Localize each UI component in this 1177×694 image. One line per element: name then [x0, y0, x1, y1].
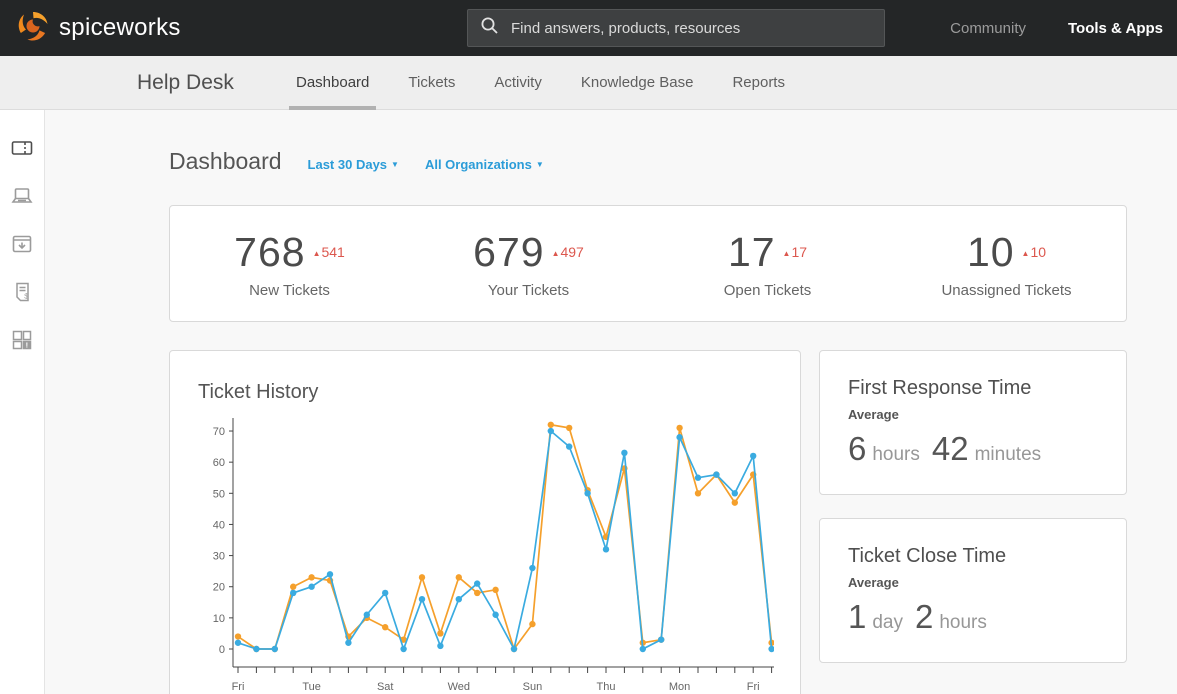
helpdesk-nav: Help Desk Dashboard Tickets Activity Kno…	[0, 56, 1177, 110]
svg-text:$: $	[24, 292, 29, 301]
caret-down-icon: ▼	[391, 160, 399, 169]
svg-text:Tue: Tue	[302, 681, 321, 693]
header-links: Community Tools & Apps	[950, 0, 1163, 56]
svg-text:60: 60	[213, 457, 225, 469]
stat-delta: ▲541	[312, 243, 345, 260]
ticket-history-card: Ticket History 0 10 20 30 40 50 60 70 Fri Tue Sat W…	[169, 350, 801, 694]
triangle-up-icon: ▲	[782, 248, 791, 258]
stat-your-tickets[interactable]: 679 ▲497 Your Tickets	[409, 229, 648, 299]
nav-tabs: Dashboard Tickets Activity Knowledge Bas…	[289, 56, 792, 110]
panel-value: 6 hours 42 minutes	[848, 430, 1042, 467]
caret-down-icon: ▼	[535, 160, 544, 169]
tab-reports[interactable]: Reports	[732, 74, 785, 91]
svg-text:10: 10	[213, 613, 225, 625]
tab-tickets[interactable]: Tickets	[408, 74, 456, 91]
metrics-column: First Response Time Average 6 hours 42 minu…	[819, 350, 1127, 663]
svg-text:0: 0	[219, 644, 225, 656]
svg-text:30: 30	[213, 551, 225, 563]
stat-open-tickets[interactable]: 17 ▲17 Open Tickets	[648, 229, 887, 299]
svg-text:!: !	[26, 341, 29, 350]
stat-new-tickets[interactable]: 768 ▲541 New Tickets	[170, 229, 409, 299]
svg-text:Mon: Mon	[669, 681, 690, 693]
tab-activity[interactable]: Activity	[494, 74, 542, 91]
top-header: spiceworks Community Tools & Apps	[0, 0, 1177, 56]
stat-delta: ▲497	[551, 243, 584, 260]
svg-text:Wed: Wed	[448, 681, 470, 693]
triangle-up-icon: ▲	[551, 248, 560, 258]
organization-filter[interactable]: All Organizations ▼	[424, 157, 544, 172]
panel-title: First Response Time	[848, 377, 1032, 399]
tab-knowledge-base[interactable]: Knowledge Base	[580, 74, 694, 91]
triangle-up-icon: ▲	[1021, 248, 1030, 258]
stat-label: Open Tickets	[723, 281, 812, 299]
product-name: Help Desk	[137, 71, 234, 94]
svg-text:Fri: Fri	[747, 681, 760, 693]
panel-title: Ticket Close Time	[848, 545, 1007, 567]
svg-text:Thu: Thu	[597, 681, 616, 693]
svg-text:70: 70	[213, 426, 225, 438]
ticket-history-chart: 0 10 20 30 40 50 60 70 Fri Tue Sat Wed Sun Thu Mon Fri	[213, 418, 774, 693]
stat-delta: ▲10	[1021, 243, 1047, 260]
first-response-time-panel: First Response Time Average 6 hours 42 minu…	[819, 350, 1127, 495]
invoices-icon[interactable]: $	[11, 281, 33, 303]
ticket-close-time-panel: Ticket Close Time Average 1 day 2 hours	[819, 518, 1127, 663]
logo-wordmark: spiceworks	[59, 14, 181, 41]
spiceworks-swirl-icon	[16, 9, 50, 48]
page-head: Dashboard Last 30 Days ▼ All Organization…	[169, 110, 1127, 175]
svg-text:Sun: Sun	[523, 681, 543, 693]
main-content: Dashboard Last 30 Days ▼ All Organization…	[45, 110, 1177, 694]
svg-text:Fri: Fri	[232, 681, 245, 693]
tools-apps-link[interactable]: Tools & Apps	[1068, 19, 1163, 37]
search-icon	[480, 16, 499, 40]
apps-alert-icon[interactable]: !	[11, 329, 33, 351]
panel-subtitle: Average	[848, 407, 899, 422]
left-icon-rail: $ !	[0, 110, 45, 694]
svg-text:Sat: Sat	[377, 681, 394, 693]
triangle-up-icon: ▲	[312, 248, 321, 258]
stat-delta: ▲17	[782, 243, 808, 260]
tickets-icon[interactable]	[11, 137, 33, 159]
stat-label: Unassigned Tickets	[941, 281, 1072, 299]
svg-text:50: 50	[213, 488, 225, 500]
community-link[interactable]: Community	[950, 19, 1026, 37]
chart-title: Ticket History	[198, 381, 319, 403]
devices-icon[interactable]	[11, 185, 33, 207]
panel-value: 1 day 2 hours	[848, 598, 987, 635]
svg-text:40: 40	[213, 519, 225, 531]
downloads-icon[interactable]	[11, 233, 33, 255]
spiceworks-logo[interactable]: spiceworks	[16, 9, 181, 48]
stat-label: Your Tickets	[487, 281, 570, 299]
search-input[interactable]	[509, 18, 872, 38]
date-range-filter[interactable]: Last 30 Days ▼	[307, 157, 399, 172]
tab-dashboard[interactable]: Dashboard	[289, 56, 377, 110]
panel-subtitle: Average	[848, 575, 899, 590]
global-search[interactable]	[467, 9, 885, 47]
svg-text:20: 20	[213, 582, 225, 594]
ticket-stats-card: 768 ▲541 New Tickets 679 ▲497 Your Tickets…	[169, 205, 1127, 322]
stat-label: New Tickets	[249, 281, 330, 299]
stat-unassigned-tickets[interactable]: 10 ▲10 Unassigned Tickets	[887, 229, 1126, 299]
page-title: Dashboard	[169, 148, 282, 174]
